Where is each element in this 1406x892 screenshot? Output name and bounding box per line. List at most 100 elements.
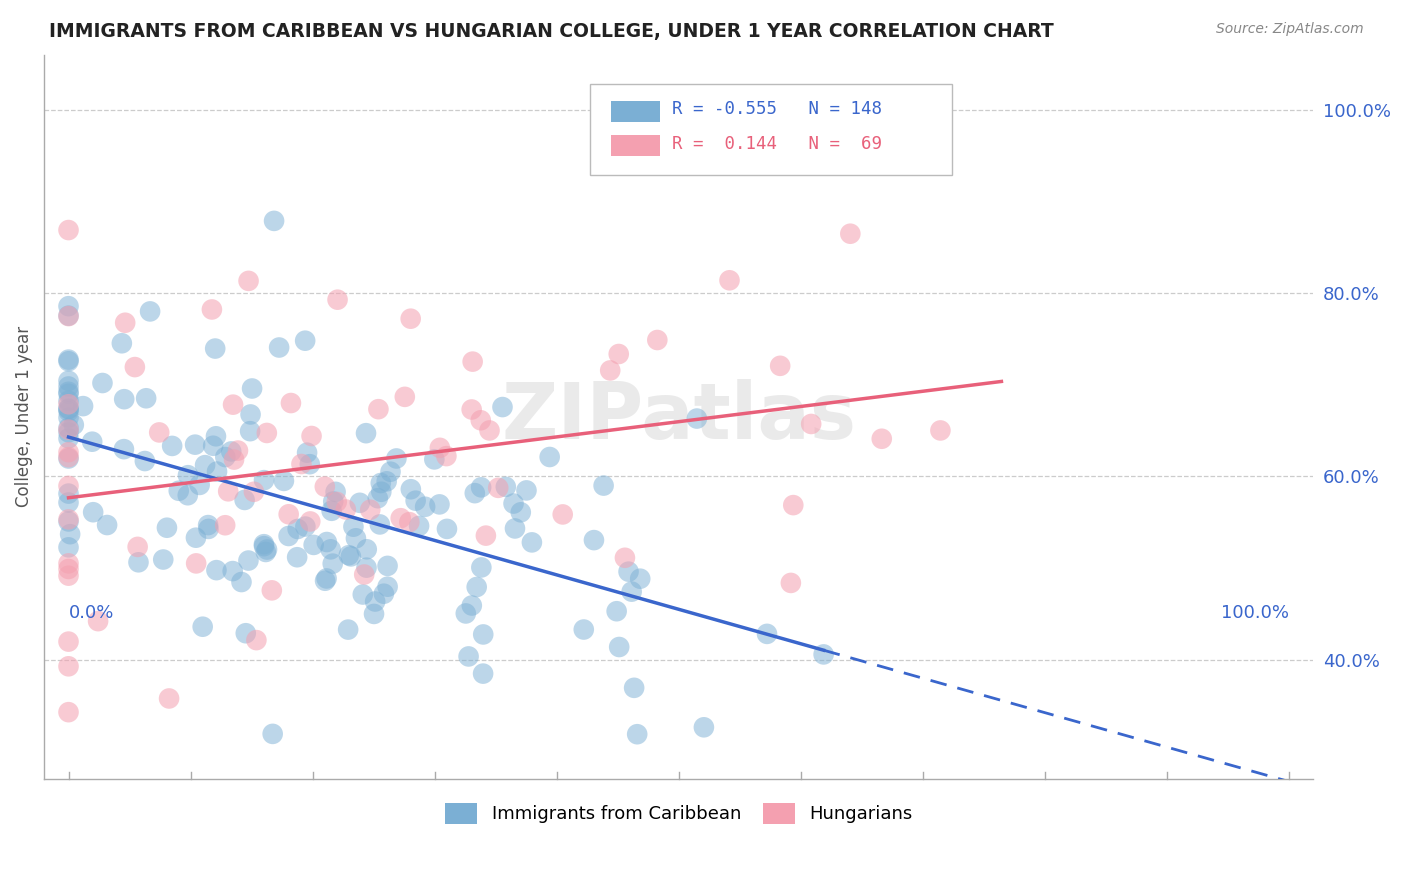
Point [205,429,228,443]
Point [87,614,110,628]
Point [58,401,80,416]
Point [495,480,517,494]
Point [617,565,640,579]
Point [177,468,200,483]
Point [58,374,80,388]
Point [58,404,80,418]
Text: 100.0%: 100.0% [1220,604,1289,622]
Point [472,666,495,681]
Point [337,548,360,562]
Point [58,421,80,435]
Point [58,451,80,466]
Point [239,408,262,422]
Point [58,479,80,493]
Point [520,535,543,549]
Point [204,342,226,356]
Point [367,402,389,417]
Point [58,486,80,500]
Point [582,533,605,548]
Point [152,552,174,566]
Point [613,550,636,565]
Point [538,450,561,464]
Point [222,452,245,467]
Bar [612,101,659,122]
Point [235,626,257,640]
Point [287,522,309,536]
Point [356,542,378,557]
Point [253,473,276,487]
Point [380,465,402,479]
Point [238,553,260,567]
Point [194,458,217,472]
Point [870,432,893,446]
Point [160,439,183,453]
Point [253,539,276,553]
Point [214,518,236,533]
Point [620,584,643,599]
Point [58,384,80,399]
Point [277,508,299,522]
Point [269,341,291,355]
Point [240,382,263,396]
Point [335,502,357,516]
Point [58,410,80,425]
Point [454,607,477,621]
Point [114,316,136,330]
Point [321,504,343,518]
Point [139,304,162,318]
Point [184,437,207,451]
Point [364,594,387,608]
Point [156,521,179,535]
Point [285,550,308,565]
Point [82,434,104,449]
Point [359,502,381,516]
Text: 0.0%: 0.0% [69,604,114,622]
Point [686,411,709,425]
Point [58,557,80,571]
Point [58,402,80,417]
Point [58,431,80,445]
Point [315,535,337,549]
Point [58,299,80,313]
Point [769,359,792,373]
Point [112,442,135,457]
Point [377,580,399,594]
Point [58,562,80,576]
Point [472,627,495,641]
Text: ZIPatlas: ZIPatlas [501,379,856,455]
Point [167,483,190,498]
Point [58,568,80,582]
Point [58,386,80,401]
Point [779,576,801,591]
Point [315,571,337,585]
Point [813,648,835,662]
Point [58,223,80,237]
Point [299,515,322,529]
Point [572,623,595,637]
Text: Source: ZipAtlas.com: Source: ZipAtlas.com [1216,22,1364,37]
Point [127,555,149,569]
Point [337,623,360,637]
Point [607,640,630,654]
Point [222,398,245,412]
Point [58,541,80,555]
Point [58,309,80,323]
Point [124,360,146,375]
Point [461,354,484,368]
Point [628,572,651,586]
Point [58,495,80,509]
FancyBboxPatch shape [591,84,952,175]
Text: R = -0.555   N = 148: R = -0.555 N = 148 [672,101,883,119]
Point [184,531,207,545]
Point [464,486,486,500]
Point [82,505,104,519]
Point [623,681,645,695]
Point [233,492,256,507]
Point [423,452,446,467]
Point [277,529,299,543]
Point [344,531,367,545]
Point [217,484,239,499]
Point [59,527,82,541]
Point [457,649,479,664]
Point [353,567,375,582]
